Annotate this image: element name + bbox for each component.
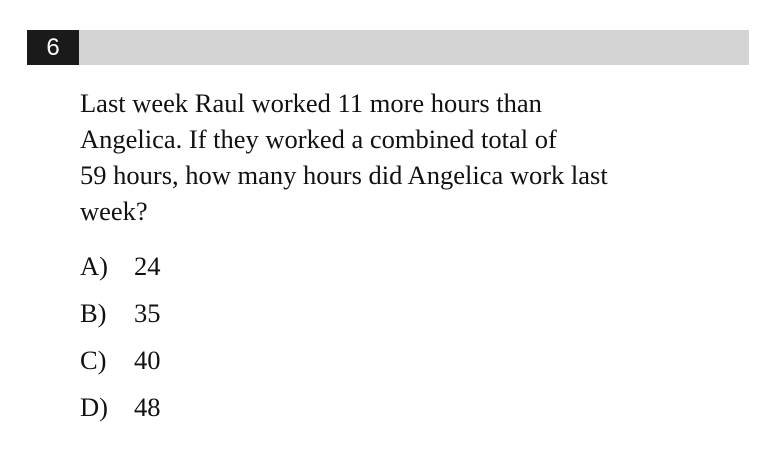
choice-d[interactable]: D) 48	[80, 389, 161, 436]
answer-choices: A) 24 B) 35 C) 40 D) 48	[80, 248, 161, 436]
question-line: 59 hours, how many hours did Angelica wo…	[80, 160, 608, 190]
question-text: Last week Raul worked 11 more hours than…	[80, 85, 720, 229]
choice-b[interactable]: B) 35	[80, 295, 161, 342]
question-number: 6	[27, 30, 79, 65]
choice-letter: A)	[80, 251, 108, 281]
choice-value: 35	[134, 298, 161, 328]
question-header-bar: 6	[27, 30, 749, 65]
choice-letter: D)	[80, 392, 108, 422]
question-line: week?	[80, 196, 148, 226]
choice-value: 24	[134, 251, 161, 281]
question-line: Angelica. If they worked a combined tota…	[80, 124, 557, 154]
choice-value: 48	[134, 392, 161, 422]
choice-c[interactable]: C) 40	[80, 342, 161, 389]
question-line: Last week Raul worked 11 more hours than	[80, 88, 542, 118]
choice-value: 40	[134, 345, 161, 375]
choice-letter: C)	[80, 345, 107, 375]
choice-letter: B)	[80, 298, 107, 328]
choice-a[interactable]: A) 24	[80, 248, 161, 295]
